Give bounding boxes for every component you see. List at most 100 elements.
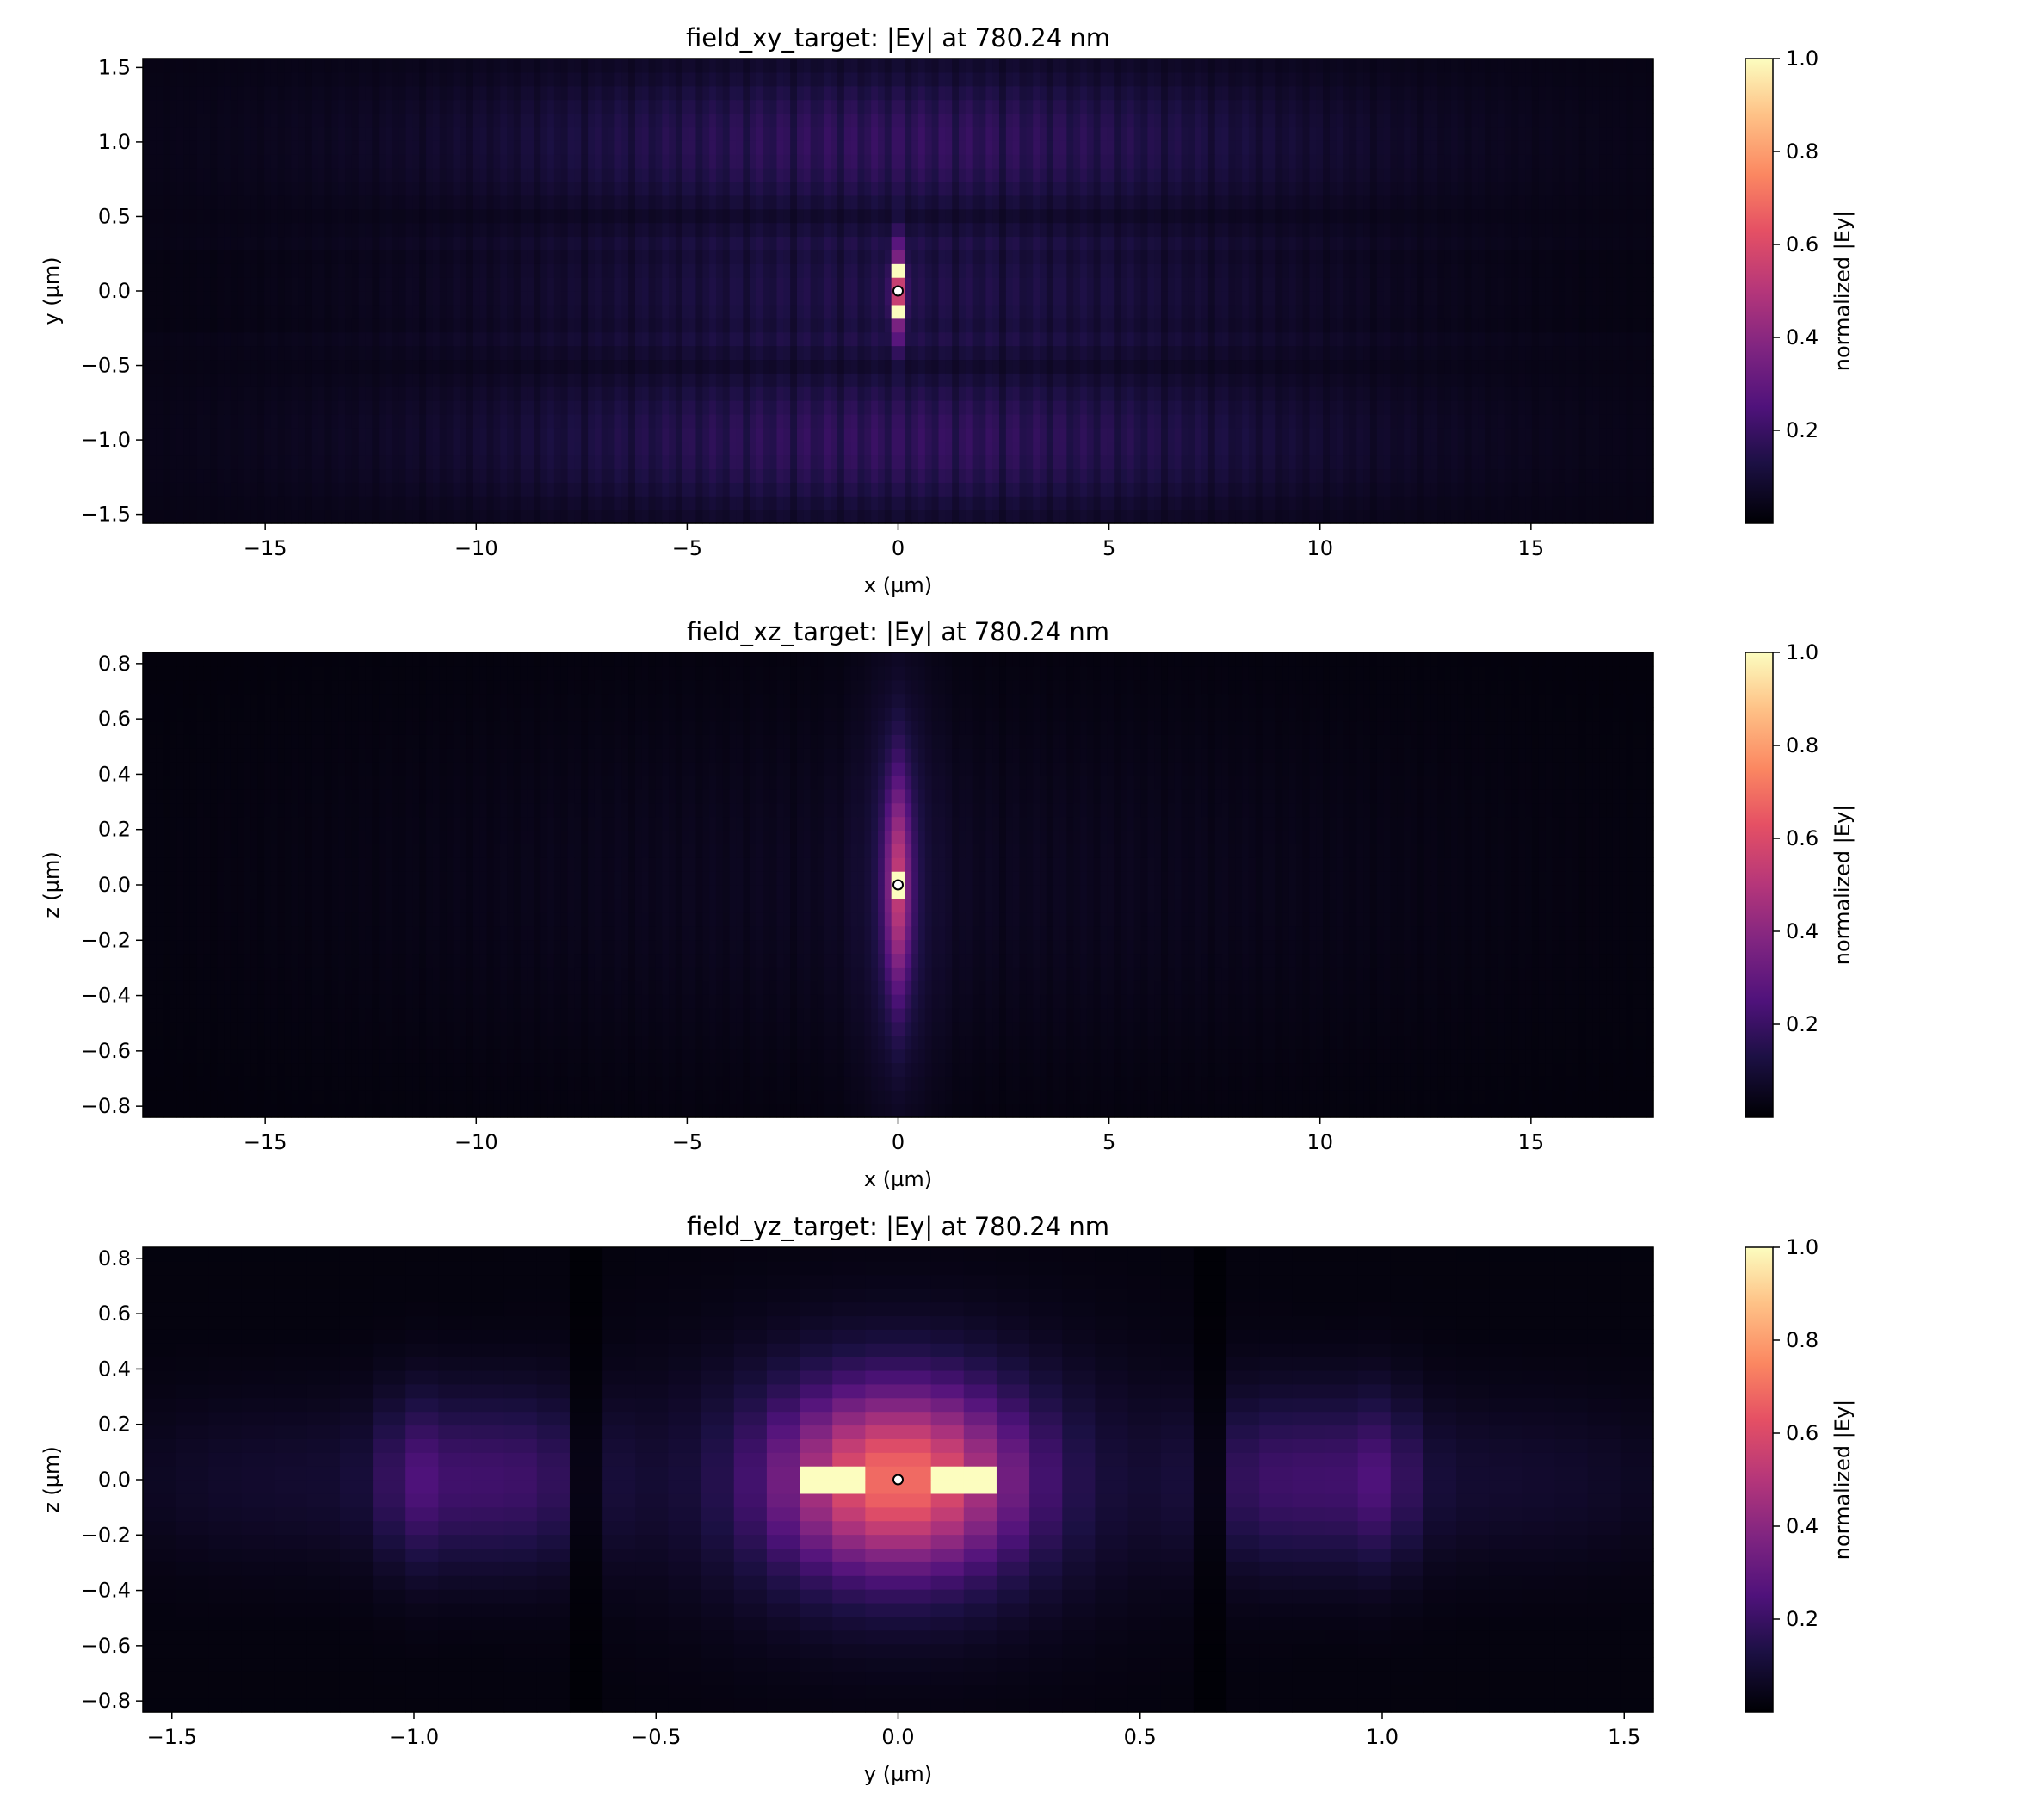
heatmap-cell: [1592, 468, 1600, 483]
heatmap-cell: [244, 291, 251, 306]
heatmap-cell: [999, 413, 1007, 429]
heatmap-cell: [1478, 236, 1485, 250]
heatmap-cell: [763, 222, 771, 238]
heatmap-cell: [1188, 400, 1195, 415]
heatmap-cell: [419, 277, 427, 292]
heatmap-cell: [1343, 222, 1351, 238]
heatmap-cell: [965, 222, 973, 238]
heatmap-cell: [574, 263, 582, 278]
heatmap-cell: [547, 263, 555, 278]
heatmap-cell: [1093, 427, 1102, 442]
heatmap-cell: [1080, 496, 1088, 510]
heatmap-cell: [1005, 250, 1014, 264]
heatmap-cell: [1255, 400, 1263, 415]
heatmap-cell: [1248, 468, 1257, 483]
heatmap-cell: [1282, 291, 1290, 306]
heatmap-cell: [1040, 222, 1047, 238]
heatmap-cell: [324, 427, 332, 442]
heatmap-cell: [1457, 496, 1466, 510]
heatmap-cell: [224, 208, 232, 224]
heatmap-cell: [905, 482, 912, 497]
heatmap-cell: [398, 236, 407, 250]
heatmap-cell: [453, 359, 460, 374]
heatmap-cell: [1464, 400, 1473, 415]
heatmap-cell: [398, 263, 407, 278]
heatmap-cell: [163, 359, 170, 374]
heatmap-cell: [345, 304, 353, 319]
heatmap-cell: [1363, 413, 1371, 429]
heatmap-cell: [1343, 236, 1351, 250]
heatmap-cell: [513, 208, 522, 224]
heatmap-cell: [237, 208, 245, 224]
heatmap-cell: [810, 331, 818, 347]
heatmap-cell: [1578, 291, 1587, 306]
heatmap-cell: [1086, 386, 1095, 401]
heatmap-cell: [769, 304, 778, 319]
heatmap-cell: [1606, 236, 1614, 250]
heatmap-cell: [824, 400, 831, 415]
heatmap-cell: [386, 400, 393, 415]
heatmap-cell: [1181, 304, 1189, 319]
heatmap-cell: [1114, 263, 1121, 278]
heatmap-cell: [237, 277, 245, 292]
heatmap-cell: [493, 359, 501, 374]
heatmap-cell: [1195, 468, 1202, 483]
heatmap-cell: [574, 373, 582, 387]
heatmap-cell: [244, 510, 251, 524]
heatmap-cell: [736, 250, 744, 264]
heatmap-cell: [898, 236, 905, 250]
heatmap-cell: [1275, 236, 1283, 250]
heatmap-cell: [291, 386, 299, 401]
heatmap-cell: [817, 482, 824, 497]
heatmap-cell: [1221, 331, 1229, 347]
heatmap-cell: [911, 222, 919, 238]
heatmap-cell: [345, 413, 353, 429]
heatmap-cell: [392, 468, 400, 483]
heatmap-cell: [1559, 236, 1566, 250]
heatmap-cell: [351, 318, 360, 333]
heatmap-cell: [305, 496, 312, 510]
heatmap-cell: [372, 468, 380, 483]
heatmap-cell: [1444, 331, 1452, 347]
heatmap-cell: [641, 359, 650, 374]
heatmap-cell: [1437, 359, 1445, 374]
heatmap-cell: [884, 331, 892, 347]
heatmap-cell: [857, 441, 865, 456]
heatmap-cell: [743, 496, 750, 510]
heatmap-cell: [560, 359, 569, 374]
heatmap-cell: [891, 304, 899, 319]
heatmap-cell: [831, 482, 838, 497]
heatmap-cell: [938, 427, 946, 442]
heatmap-cell: [560, 250, 569, 264]
heatmap-cell: [702, 318, 710, 333]
heatmap-cell: [386, 318, 393, 333]
heatmap-cell: [567, 222, 576, 238]
heatmap-cell: [1262, 400, 1270, 415]
heatmap-cell: [776, 318, 784, 333]
heatmap-cell: [1390, 468, 1398, 483]
heatmap-cell: [224, 373, 232, 387]
heatmap-cell: [311, 263, 319, 278]
heatmap-cell: [695, 277, 703, 292]
heatmap-cell: [1511, 277, 1519, 292]
heatmap-cell: [1619, 250, 1627, 264]
heatmap-cell: [1491, 454, 1499, 470]
heatmap-cell: [938, 331, 946, 347]
heatmap-cell: [743, 222, 750, 238]
heatmap-cell: [372, 400, 380, 415]
heatmap-cell: [1066, 373, 1074, 387]
heatmap-cell: [972, 263, 980, 278]
heatmap-cell: [1026, 263, 1034, 278]
heatmap-cell: [250, 386, 258, 401]
heatmap-cell: [769, 441, 778, 456]
heatmap-cell: [709, 468, 717, 483]
heatmap-cell: [1504, 482, 1513, 497]
heatmap-cell: [1107, 427, 1115, 442]
heatmap-cell: [999, 373, 1007, 387]
heatmap-cell: [1606, 345, 1614, 361]
heatmap-cell: [553, 482, 562, 497]
heatmap-cell: [203, 291, 211, 306]
heatmap-cell: [472, 373, 481, 387]
heatmap-cell: [1457, 345, 1466, 361]
heatmap-cell: [439, 331, 448, 347]
